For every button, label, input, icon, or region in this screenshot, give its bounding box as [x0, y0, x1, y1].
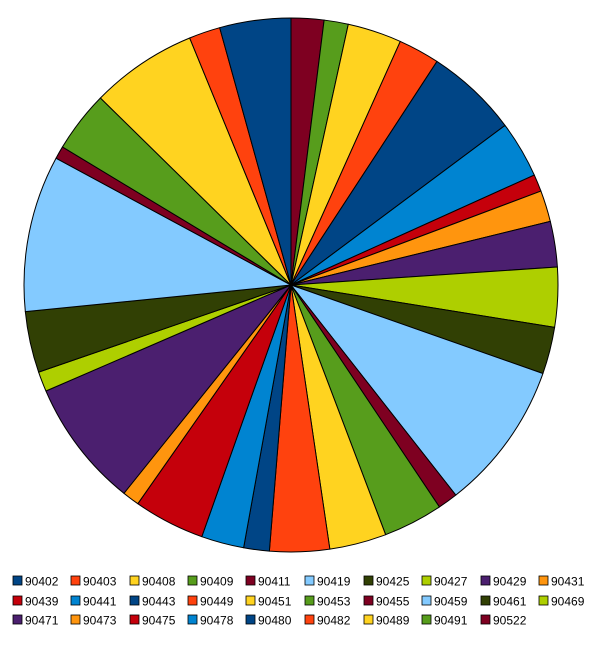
legend-item-90427: 90427: [421, 575, 468, 589]
legend-item-90461: 90461: [480, 595, 527, 609]
legend-item-90449: 90449: [187, 595, 234, 609]
legend-item-90411: 90411: [245, 575, 291, 589]
legend-label: 90402: [25, 575, 59, 589]
legend-swatch: [245, 575, 256, 586]
legend-item-90425: 90425: [363, 575, 410, 589]
legend-label: 90429: [493, 575, 527, 589]
legend-item-90443: 90443: [129, 595, 176, 609]
legend-swatch: [480, 595, 491, 606]
legend-item-90441: 90441: [70, 595, 117, 609]
legend-label: 90469: [551, 595, 585, 609]
legend-label: 90455: [376, 595, 410, 609]
legend-item-90489: 90489: [363, 614, 410, 628]
legend-swatch: [480, 614, 491, 625]
legend-item-90491: 90491: [421, 614, 468, 628]
legend-item-90475: 90475: [129, 614, 176, 628]
pie-slice-90459: [290, 284, 544, 496]
legend-swatch: [421, 595, 432, 606]
legend-swatch: [363, 614, 374, 625]
legend-label: 90449: [200, 595, 234, 609]
legend-item-90459: 90459: [421, 595, 468, 609]
legend-swatch: [12, 595, 23, 606]
legend-label: 90461: [493, 595, 527, 609]
legend-label: 90489: [376, 614, 410, 628]
legend-swatch: [187, 575, 198, 586]
legend-swatch: [421, 614, 432, 625]
legend-swatch: [12, 614, 23, 625]
legend-label: 90451: [258, 595, 292, 609]
legend-label: 90459: [434, 595, 468, 609]
pie-slice-90429: [45, 284, 292, 494]
legend-swatch: [129, 595, 140, 606]
legend-item-90480: 90480: [245, 614, 292, 628]
legend-swatch: [304, 595, 315, 606]
legend-item-90453: 90453: [304, 595, 351, 609]
legend-swatch: [129, 614, 140, 625]
legend-swatch: [12, 575, 23, 586]
legend-swatch: [187, 614, 198, 625]
legend-label: 90473: [83, 614, 117, 628]
legend-label: 90482: [317, 614, 351, 628]
legend-item-90431: 90431: [538, 575, 585, 589]
legend-label: 90408: [142, 575, 176, 589]
legend-item-90429: 90429: [480, 575, 527, 589]
legend-label: 90471: [25, 614, 59, 628]
legend-label: 90431: [551, 575, 585, 589]
legend-label: 90419: [317, 575, 351, 589]
legend-label: 90480: [258, 614, 292, 628]
legend-item-90473: 90473: [70, 614, 117, 628]
legend-label: 90475: [142, 614, 176, 628]
legend-item-90478: 90478: [187, 614, 234, 628]
legend-swatch: [129, 575, 140, 586]
legend-swatch: [480, 575, 491, 586]
legend-item-90482: 90482: [304, 614, 351, 628]
legend-label: 90427: [434, 575, 468, 589]
legend-swatch: [363, 595, 374, 606]
legend-swatch: [70, 614, 81, 625]
legend-swatch: [187, 595, 198, 606]
legend-label: 90491: [434, 614, 468, 628]
legend-swatch: [70, 595, 81, 606]
pie-slices: [23, 17, 559, 553]
legend-label: 90439: [25, 595, 59, 609]
legend-label: 90425: [376, 575, 410, 589]
legend-swatch: [421, 575, 432, 586]
legend-item-90455: 90455: [363, 595, 410, 609]
legend-swatch: [363, 575, 374, 586]
legend: 90402 90403 90408 90409 90411 90419 90425 90427…: [12, 575, 585, 628]
legend-swatch: [538, 575, 549, 586]
legend-label: 90478: [200, 614, 234, 628]
legend-swatch: [304, 575, 315, 586]
legend-item-90451: 90451: [245, 595, 292, 609]
legend-item-90402: 90402: [12, 575, 59, 589]
legend-label: 90453: [317, 595, 351, 609]
legend-item-90408: 90408: [129, 575, 176, 589]
legend-item-90403: 90403: [70, 575, 117, 589]
legend-swatch: [245, 614, 256, 625]
legend-label: 90409: [200, 575, 234, 589]
legend-swatch: [538, 595, 549, 606]
legend-item-90419: 90419: [304, 575, 351, 589]
pie-slice-90419: [23, 157, 292, 313]
legend-label: 90411: [258, 575, 291, 589]
legend-item-90439: 90439: [12, 595, 59, 609]
legend-label: 90441: [83, 595, 117, 609]
legend-swatch: [70, 575, 81, 586]
legend-swatch: [304, 614, 315, 625]
legend-item-90471: 90471: [12, 614, 59, 628]
legend-item-90409: 90409: [187, 575, 234, 589]
legend-label: 90403: [83, 575, 117, 589]
legend-item-90469: 90469: [538, 595, 585, 609]
pie-slice-90402: [219, 17, 292, 286]
legend-label: 90522: [493, 614, 527, 628]
legend-item-90522: 90522: [480, 614, 527, 628]
legend-swatch: [245, 595, 256, 606]
legend-label: 90443: [142, 595, 176, 609]
